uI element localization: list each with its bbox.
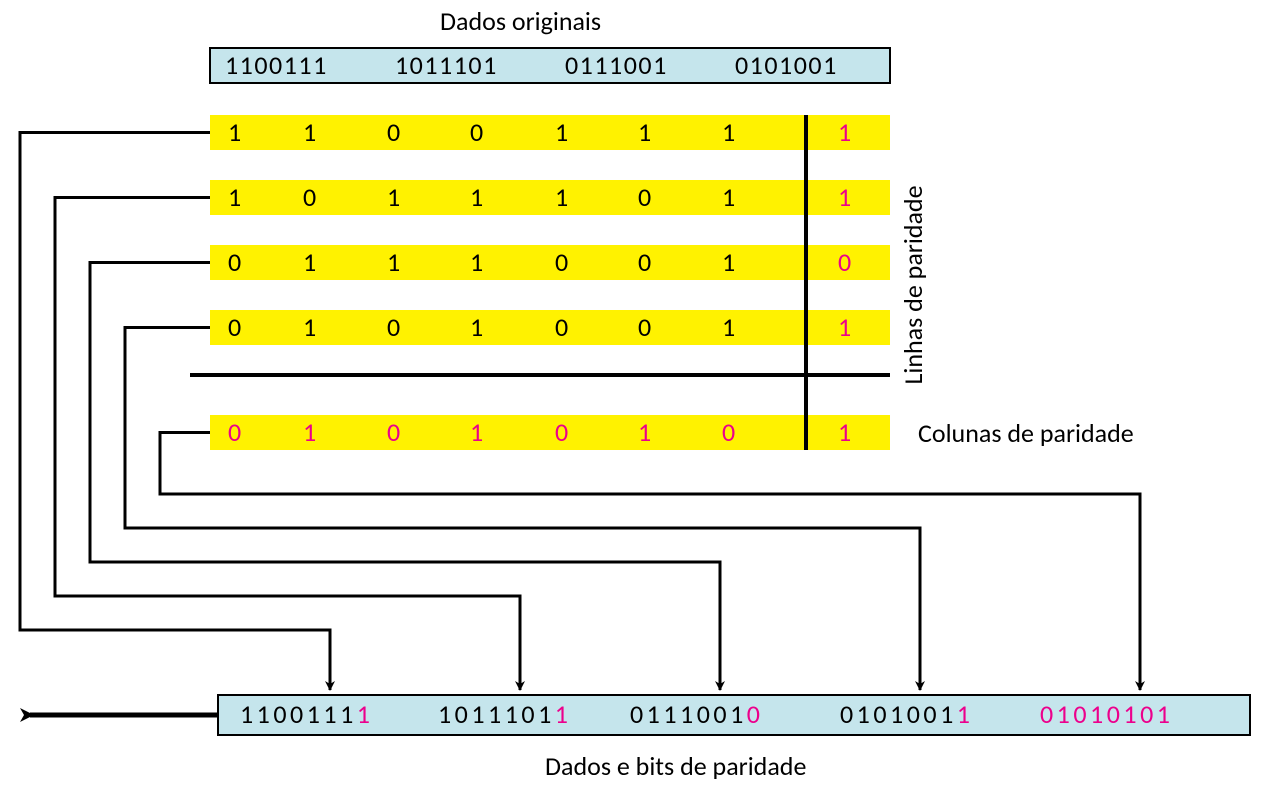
matrix-parity-bit: 1 — [838, 311, 851, 343]
matrix-bit: 0 — [470, 116, 483, 148]
matrix-bit: 0 — [638, 246, 651, 278]
matrix-bit: 1 — [722, 181, 735, 213]
matrix-bit: 0 — [722, 416, 735, 448]
matrix-parity-bit: 1 — [838, 181, 851, 213]
output-group: 11001111 — [240, 698, 373, 730]
output-group: 01010011 — [840, 698, 973, 730]
matrix-parity-bit: 1 — [838, 116, 851, 148]
matrix-bit: 1 — [470, 246, 483, 278]
matrix-bit: 0 — [638, 181, 651, 213]
matrix-bit: 0 — [228, 416, 241, 448]
matrix-bit: 1 — [470, 311, 483, 343]
matrix-bit: 1 — [638, 116, 651, 148]
matrix-bit: 0 — [228, 246, 241, 278]
matrix-bit: 0 — [387, 416, 400, 448]
matrix-parity-bit: 0 — [838, 246, 851, 278]
matrix-bit: 1 — [722, 311, 735, 343]
matrix-bit: 1 — [387, 181, 400, 213]
matrix-bit: 0 — [555, 311, 568, 343]
matrix-bit: 1 — [555, 116, 568, 148]
original-data-group: 0111001 — [565, 49, 668, 81]
matrix-bit: 1 — [303, 246, 316, 278]
output-group-parity-only: 01010101 — [1040, 698, 1173, 730]
matrix-bit: 1 — [470, 181, 483, 213]
original-data-group: 1011101 — [395, 49, 498, 81]
matrix-bit: 1 — [228, 116, 241, 148]
matrix-bit: 1 — [722, 246, 735, 278]
matrix-bit: 1 — [228, 181, 241, 213]
bottom-title: Dados e bits de paridade — [545, 750, 806, 782]
matrix-bit: 0 — [555, 246, 568, 278]
matrix-bit: 1 — [470, 416, 483, 448]
original-data-group: 0101001 — [735, 49, 838, 81]
column-parity-label: Colunas de paridade — [918, 417, 1134, 449]
matrix-bit: 0 — [555, 416, 568, 448]
matrix-bit: 0 — [228, 311, 241, 343]
matrix-bit: 1 — [387, 246, 400, 278]
matrix-bit: 1 — [303, 416, 316, 448]
matrix-bit: 0 — [303, 181, 316, 213]
matrix-bit: 1 — [303, 116, 316, 148]
matrix-bit: 0 — [638, 311, 651, 343]
original-data-group: 1100111 — [225, 49, 328, 81]
row-parity-label: Linhas de paridade — [897, 185, 929, 384]
matrix-bit: 1 — [722, 116, 735, 148]
output-group: 01110010 — [630, 698, 763, 730]
parity-diagram: Dados originais1100111101110101110010101… — [0, 0, 1268, 793]
matrix-bit: 1 — [555, 181, 568, 213]
matrix-bit: 0 — [387, 311, 400, 343]
flow-arrow-0 — [20, 133, 330, 691]
matrix-bit: 1 — [638, 416, 651, 448]
matrix-parity-bit: 1 — [838, 416, 851, 448]
top-title: Dados originais — [440, 5, 601, 37]
matrix-bit: 0 — [387, 116, 400, 148]
flow-arrow-3 — [125, 328, 920, 691]
matrix-bit: 1 — [303, 311, 316, 343]
output-group: 10111011 — [438, 698, 571, 730]
